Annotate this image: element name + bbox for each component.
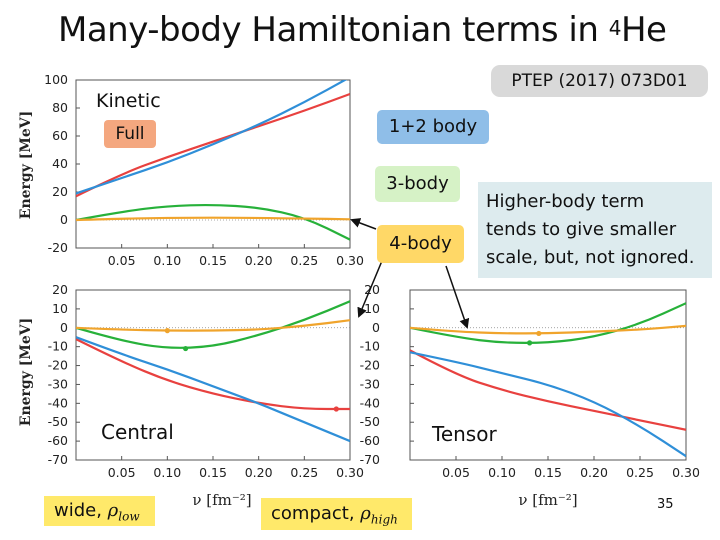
tensor-series-3-body [410, 302, 686, 345]
tensor-point-marker [527, 340, 533, 346]
tensor-series-full [410, 349, 686, 431]
kinetic-panel-title: Kinetic [96, 90, 161, 112]
central-xlabel: ν [fm⁻²] [192, 491, 251, 509]
tensor-xtick-label: 0.05 [442, 465, 470, 480]
kinetic-series-4-body [76, 216, 350, 222]
kinetic-ytick-label: 20 [52, 184, 68, 199]
rho-symbol: ρ [107, 500, 119, 521]
rho-symbol-2: ρ [360, 503, 371, 524]
kinetic-ytick-label: 100 [44, 72, 68, 87]
title-tail: He [620, 10, 667, 50]
kinetic-xtick-label: 0.25 [290, 253, 318, 268]
central-ylabel: Energy [MeV] [18, 318, 34, 426]
higher-body-note: Higher-body term tends to give smaller s… [478, 182, 712, 278]
tensor-ytick-label: -20 [360, 358, 380, 373]
central-series-1-2-body [76, 336, 350, 443]
note-line-1: Higher-body term [486, 191, 645, 212]
central-point-marker [164, 328, 170, 334]
central-ytick-label: -40 [48, 395, 68, 410]
four-body-legend-label: 4-body [377, 225, 464, 263]
tensor-panel-title: Tensor [432, 422, 497, 446]
kinetic-xtick-label: 0.15 [199, 253, 227, 268]
tensor-xlabel: ν [fm⁻²] [518, 491, 577, 509]
central-series-full [76, 338, 350, 411]
central-series-3-body [76, 300, 350, 349]
note-line-3: scale, but, not ignored. [486, 247, 695, 268]
central-ytick-label: -50 [48, 414, 68, 429]
central-ytick-label: 20 [52, 282, 68, 297]
central-ytick-label: -10 [48, 339, 68, 354]
central-panel-title: Central [101, 420, 174, 444]
tensor-series-4-body [410, 324, 686, 335]
tensor-xtick-label: 0.20 [580, 465, 608, 480]
central-ytick-label: 0 [60, 320, 68, 335]
arrow-4body-to-central [357, 255, 385, 318]
kinetic-series-3-body [76, 203, 350, 241]
title-main: Many-body Hamiltonian terms in [58, 10, 609, 50]
kinetic-series-full [76, 92, 350, 198]
central-chart: 20 10 0 -10 -20 -30 -40 -50 -60 -70 0.05 0.10 0.15 0.… [48, 282, 364, 480]
kinetic-ytick-label: 40 [52, 156, 68, 171]
tensor-ytick-label: -70 [360, 452, 380, 467]
central-ytick-label: -60 [48, 433, 68, 448]
tensor-ytick-label: -40 [360, 395, 380, 410]
tensor-xtick-label: 0.30 [672, 465, 700, 480]
full-legend-label: Full [104, 120, 156, 148]
kinetic-ytick-label: -20 [48, 240, 68, 255]
rho-high-subscript: high [370, 512, 398, 527]
tensor-ytick-label: -30 [360, 376, 380, 391]
rho-low-subscript: low [118, 509, 140, 524]
arrow-4body-to-kinetic [350, 218, 377, 230]
tensor-ytick-label: -60 [360, 433, 380, 448]
page-number: 35 [657, 497, 674, 512]
kinetic-xtick-label: 0.20 [245, 253, 273, 268]
kinetic-xtick-label: 0.30 [336, 253, 364, 268]
slide-title: Many-body Hamiltonian terms in 4He [58, 10, 667, 50]
arrow-4body-to-tensor [445, 265, 470, 329]
central-xtick-label: 0.15 [199, 465, 227, 480]
kinetic-series-1-2-body [76, 80, 348, 195]
kinetic-xtick-label: 0.05 [108, 253, 136, 268]
central-xtick-label: 0.30 [336, 465, 364, 480]
tensor-xtick-label: 0.15 [534, 465, 562, 480]
kinetic-ylabel: Energy [MeV] [18, 111, 34, 219]
central-xtick-label: 0.25 [290, 465, 318, 480]
wide-rho-low-label: wide, ρlow [44, 496, 155, 526]
compact-rho-high-label: compact, ρhigh [261, 498, 412, 530]
one-two-body-legend-label: 1+2 body [377, 110, 489, 144]
central-ytick-label: -20 [48, 358, 68, 373]
title-superscript: 4 [608, 16, 622, 40]
kinetic-chart: 100 80 60 40 20 0 -20 0.05 0.10 0.15 0.20 0.25 0.30 [44, 72, 364, 268]
reference-badge: PTEP (2017) 073D01 [491, 65, 708, 97]
central-ytick-label: -70 [48, 452, 68, 467]
tensor-series-1-2-body [410, 351, 686, 458]
tensor-ytick-label: 0 [372, 320, 380, 335]
tensor-ytick-label: -50 [360, 414, 380, 429]
three-body-legend-label: 3-body [375, 166, 460, 202]
central-point-marker [183, 345, 189, 352]
central-xtick-label: 0.20 [245, 465, 273, 480]
tensor-xtick-label: 0.10 [488, 465, 516, 480]
tensor-ytick-label: 10 [364, 301, 380, 316]
kinetic-ytick-label: 0 [60, 212, 68, 227]
tensor-point-marker [536, 330, 542, 337]
central-ytick-label: -30 [48, 376, 68, 391]
tensor-ytick-label: -10 [360, 339, 380, 354]
central-ytick-label: 10 [52, 301, 68, 316]
tensor-xtick-label: 0.25 [626, 465, 654, 480]
central-xtick-label: 0.10 [153, 465, 181, 480]
central-xtick-label: 0.05 [108, 465, 136, 480]
note-line-2: tends to give smaller [486, 219, 677, 240]
central-point-marker [333, 406, 339, 412]
central-series-4-body [76, 319, 350, 332]
kinetic-ytick-label: 60 [52, 128, 68, 143]
kinetic-xtick-label: 0.10 [153, 253, 181, 268]
wide-text: wide, [54, 500, 108, 521]
kinetic-ytick-label: 80 [52, 100, 68, 115]
compact-text: compact, [271, 503, 361, 524]
